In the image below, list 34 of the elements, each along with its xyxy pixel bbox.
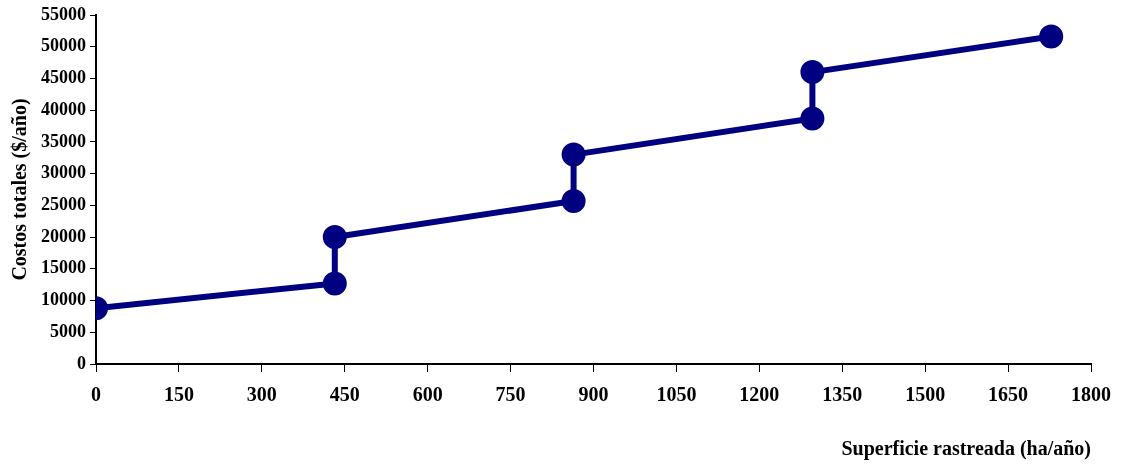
x-axis-title: Superficie rastreada (ha/año) bbox=[841, 437, 1091, 461]
point bbox=[1039, 24, 1064, 49]
point bbox=[800, 106, 825, 131]
point bbox=[561, 142, 586, 167]
y-tick-label: 20000 bbox=[41, 225, 86, 246]
y-tick-label: 55000 bbox=[41, 3, 86, 24]
y-axis-title: Costos totales ($/año) bbox=[8, 98, 32, 281]
point bbox=[322, 225, 347, 250]
x-tick-label: 1350 bbox=[822, 383, 863, 406]
y-tick-label: 50000 bbox=[41, 35, 86, 56]
y-tick-label: 40000 bbox=[41, 98, 86, 119]
x-tick-label: 150 bbox=[163, 383, 194, 406]
x-tick-label: 1650 bbox=[988, 383, 1029, 406]
point bbox=[800, 60, 825, 85]
x-tick-label: 300 bbox=[246, 383, 277, 406]
y-tick-label: 10000 bbox=[41, 289, 86, 310]
y-tick-label: 15000 bbox=[41, 257, 86, 278]
x-tick-label: 0 bbox=[91, 383, 101, 406]
x-tick-label: 1200 bbox=[739, 383, 780, 406]
x-tick-label: 600 bbox=[412, 383, 443, 406]
x-tick-label: 900 bbox=[578, 383, 609, 406]
x-tick-label: 1800 bbox=[1071, 383, 1111, 406]
y-tick-label: 0 bbox=[77, 352, 86, 373]
x-tick-label: 450 bbox=[329, 383, 360, 406]
y-tick-label: 35000 bbox=[41, 130, 86, 151]
point bbox=[322, 271, 347, 296]
y-tick-label: 5000 bbox=[50, 320, 86, 341]
point bbox=[561, 188, 586, 213]
x-tick-label: 1050 bbox=[656, 383, 697, 406]
x-tick-label: 1500 bbox=[905, 383, 946, 406]
y-tick-label: 30000 bbox=[41, 162, 86, 183]
y-tick-label: 45000 bbox=[41, 67, 86, 88]
x-tick-label: 750 bbox=[495, 383, 526, 406]
y-tick-label: 25000 bbox=[41, 194, 86, 215]
